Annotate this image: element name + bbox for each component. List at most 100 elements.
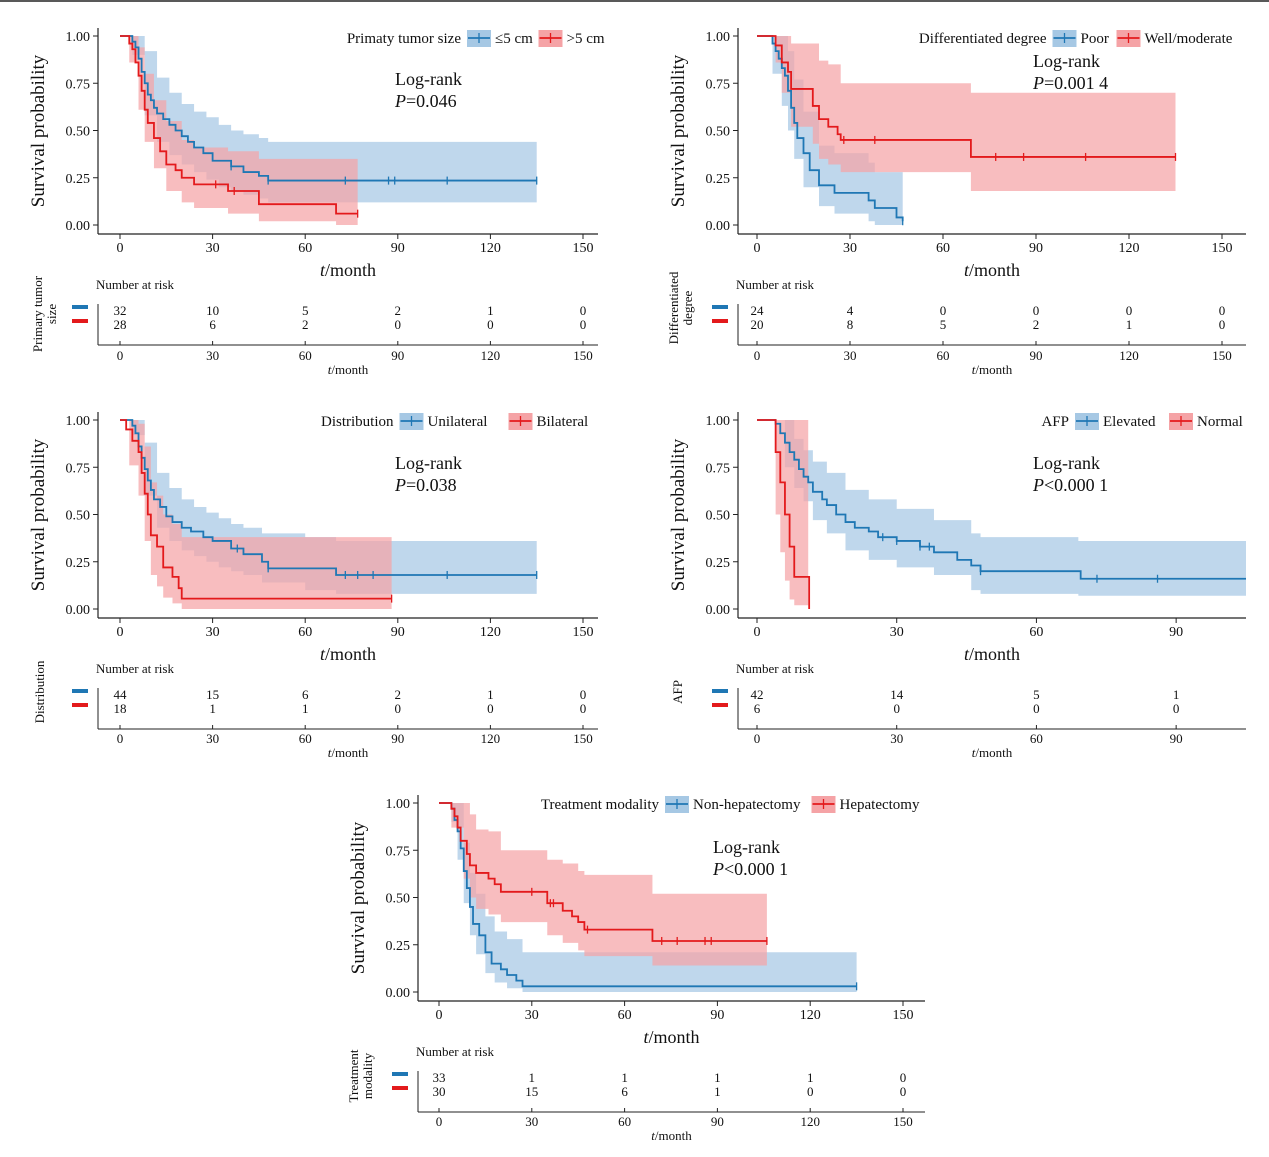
legend-title: Distribution (321, 414, 394, 430)
risk-row-marker (712, 305, 728, 309)
legend: Treatment modality Non-hepatectomy Hepatec… (541, 796, 920, 813)
risk-table-header: Number at risk (96, 661, 174, 676)
legend-label: Non-hepatectomy (693, 797, 801, 813)
risk-count: 10 (206, 303, 219, 318)
y-tick-label: 1.00 (66, 414, 91, 429)
x-axis-title: t/month (643, 1027, 699, 1047)
risk-x-tick-label: 30 (206, 348, 219, 363)
risk-x-tick-label: 60 (1030, 731, 1043, 746)
x-tick-label: 30 (206, 241, 220, 256)
legend-title: Treatment modality (541, 797, 660, 813)
x-tick-label: 0 (754, 625, 761, 640)
x-tick-label: 60 (618, 1008, 632, 1023)
risk-x-tick-label: 30 (890, 731, 903, 746)
x-tick-label: 90 (710, 1008, 724, 1023)
y-tick-label: 0.25 (706, 172, 731, 187)
y-tick-label: 0.50 (706, 509, 731, 524)
ci-band-series-a (757, 420, 1246, 596)
y-axis-title: Survival probability (28, 54, 49, 207)
survival-curve-series-a (757, 419, 1246, 580)
risk-count: 15 (525, 1084, 538, 1099)
risk-row-marker (712, 689, 728, 693)
risk-count: 0 (940, 303, 947, 318)
risk-count: 0 (580, 687, 587, 702)
x-tick-label: 30 (525, 1008, 539, 1023)
risk-table-header: Number at risk (736, 277, 814, 292)
y-axis-title: Survival probability (28, 438, 49, 591)
legend-label: Bilateral (537, 414, 589, 430)
x-tick-label: 0 (117, 625, 124, 640)
risk-x-tick-label: 60 (618, 1114, 631, 1129)
legend-title: Primaty tumor size (347, 31, 461, 47)
risk-count: 0 (580, 303, 587, 318)
risk-count: 1 (1173, 687, 1180, 702)
risk-group-label: Differentiateddegree (666, 271, 695, 344)
p-value: P=0.038 (394, 475, 457, 495)
y-tick-label: 0.00 (66, 603, 91, 618)
x-axis-title-rest: /month (649, 1027, 700, 1047)
risk-x-tick-label: 0 (117, 348, 124, 363)
risk-count: 1 (714, 1070, 721, 1085)
panel-5: 0.000.250.500.751.000 30 60 90 120 150Surviva… (346, 795, 925, 1143)
risk-group-label-line: AFP (670, 680, 685, 704)
y-tick-label: 0.50 (386, 892, 411, 907)
p-value-italic: P (394, 91, 406, 111)
y-tick-label: 0.00 (706, 219, 731, 234)
x-tick-label: 30 (890, 625, 904, 640)
risk-x-title-rest: /month (975, 362, 1012, 377)
logrank-label: Log-rank (713, 837, 780, 857)
y-axis-title: Survival probability (348, 821, 369, 974)
p-value-rest: <0.000 1 (1044, 475, 1108, 495)
risk-row-marker (72, 703, 88, 707)
panel-2: 0.000.250.500.751.000 30 60 90 120 150Surviva… (666, 28, 1246, 377)
legend-title: AFP (1041, 414, 1069, 430)
x-tick-label: 90 (1029, 241, 1043, 256)
x-tick-label: 150 (573, 241, 594, 256)
y-tick-label: 0.50 (706, 125, 731, 140)
y-tick-label: 0.25 (706, 556, 731, 571)
risk-group-label: Primary tumorsize (30, 275, 59, 352)
risk-count: 1 (621, 1070, 628, 1085)
risk-count: 1 (302, 701, 309, 716)
legend: Distribution Unilateral Bilateral (321, 413, 588, 430)
risk-count: 5 (940, 317, 947, 332)
p-value: P=0.046 (394, 91, 457, 111)
x-tick-label: 0 (436, 1008, 443, 1023)
x-tick-label: 150 (573, 625, 594, 640)
p-value-rest: =0.038 (406, 475, 457, 495)
y-tick-label: 0.25 (66, 556, 91, 571)
risk-x-title-rest: /month (975, 745, 1012, 760)
x-axis-title-rest: /month (325, 644, 376, 664)
x-tick-label: 60 (298, 241, 312, 256)
risk-row-marker (392, 1086, 408, 1090)
x-tick-label: 90 (391, 625, 405, 640)
risk-count: 0 (580, 701, 587, 716)
x-axis-title-rest: /month (969, 260, 1020, 280)
x-tick-label: 0 (754, 241, 761, 256)
risk-group-label-line: Distribution (32, 660, 47, 723)
y-tick-label: 0.00 (706, 603, 731, 618)
y-tick-label: 0.75 (706, 461, 731, 476)
risk-count: 0 (487, 317, 494, 332)
p-value: P<0.000 1 (1032, 475, 1108, 495)
risk-x-tick-label: 90 (391, 348, 404, 363)
x-tick-label: 90 (391, 241, 405, 256)
legend: Primaty tumor size ≤5 cm >5 cm (347, 30, 605, 47)
y-tick-label: 0.25 (66, 172, 91, 187)
risk-table-header: Number at risk (96, 277, 174, 292)
risk-count: 5 (302, 303, 309, 318)
risk-row-marker (72, 319, 88, 323)
legend: AFP Elevated Normal (1041, 413, 1243, 430)
risk-count: 28 (114, 317, 127, 332)
p-value-rest: =0.001 4 (1044, 73, 1108, 93)
risk-row-marker (72, 689, 88, 693)
risk-count: 6 (209, 317, 216, 332)
risk-count: 1 (529, 1070, 536, 1085)
p-value-italic: P (712, 859, 724, 879)
x-axis-title: t/month (320, 644, 376, 664)
risk-x-tick-label: 120 (481, 731, 501, 746)
risk-x-tick-label: 90 (1030, 348, 1043, 363)
y-tick-label: 0.75 (706, 77, 731, 92)
